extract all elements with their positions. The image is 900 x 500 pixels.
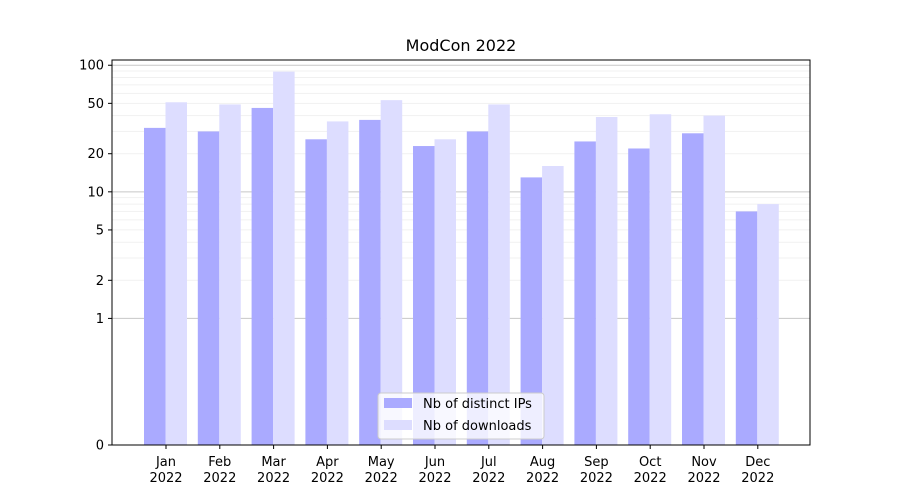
x-tick-label: Sep 2022 [580, 455, 613, 486]
x-tick-label: Jul 2022 [472, 455, 505, 486]
plot-frame [111, 59, 811, 446]
x-tick-label: Aug 2022 [526, 455, 559, 486]
bar-ips [305, 139, 327, 445]
bar-ips [359, 119, 381, 445]
legend-label-ips: Nb of distinct IPs [423, 397, 532, 412]
bar-ips [520, 177, 543, 446]
bar-ips [197, 131, 220, 445]
bar-ips [628, 148, 650, 445]
x-tick-label: Dec 2022 [741, 455, 774, 486]
y-tick-label: 20 [87, 147, 104, 162]
y-tick-label: 10 [87, 185, 104, 200]
x-tick-label: Apr 2022 [311, 455, 344, 486]
bar-downloads [542, 165, 564, 446]
bar-downloads [380, 100, 403, 445]
bar-ips [251, 107, 274, 446]
legend-label-downloads: Nb of downloads [423, 419, 532, 434]
bar-ips [682, 133, 704, 445]
bar-downloads [165, 102, 187, 445]
y-tick-label: 2 [96, 274, 104, 289]
y-tick-label: 100 [79, 59, 104, 74]
x-tick-label: Nov 2022 [687, 455, 720, 486]
bars [144, 71, 779, 446]
bar-downloads [434, 139, 456, 445]
x-axis: Jan 2022 Feb 2022 Mar 2022 Apr 2022 May 2022 Jun 20… [149, 445, 774, 486]
chart-title: ModCon 2022 [406, 36, 517, 55]
legend-swatch-downloads [384, 420, 412, 430]
x-tick-label: Jun 2022 [418, 455, 451, 486]
bar-ips [466, 131, 489, 445]
bar-downloads [757, 204, 779, 445]
bar-downloads [595, 117, 618, 446]
bar-downloads [703, 115, 725, 445]
bar-downloads [219, 104, 241, 445]
y-axis: 0 1 2 5 10 20 50 100 [79, 59, 112, 454]
legend: Nb of distinct IPs Nb of downloads [377, 392, 545, 440]
x-tick-label: May 2022 [365, 455, 398, 486]
y-tick-label: 50 [87, 97, 104, 112]
bar-ips [735, 211, 758, 445]
bar-ips [144, 127, 166, 445]
x-tick-label: Mar 2022 [257, 455, 290, 486]
bar-ips [413, 146, 435, 445]
bar-ips [574, 141, 596, 445]
bar-downloads [649, 114, 672, 445]
bar-downloads [488, 104, 510, 445]
x-tick-label: Jan 2022 [149, 455, 182, 486]
legend-box [377, 392, 545, 440]
legend-swatch-ips [384, 398, 412, 408]
y-tick-label: 0 [96, 439, 104, 454]
x-tick-label: Oct 2022 [634, 455, 667, 486]
y-tick-label: 5 [96, 223, 104, 238]
bar-downloads [273, 71, 295, 446]
y-tick-label: 1 [96, 312, 104, 327]
x-tick-label: Feb 2022 [203, 455, 236, 486]
bar-downloads [326, 121, 349, 445]
